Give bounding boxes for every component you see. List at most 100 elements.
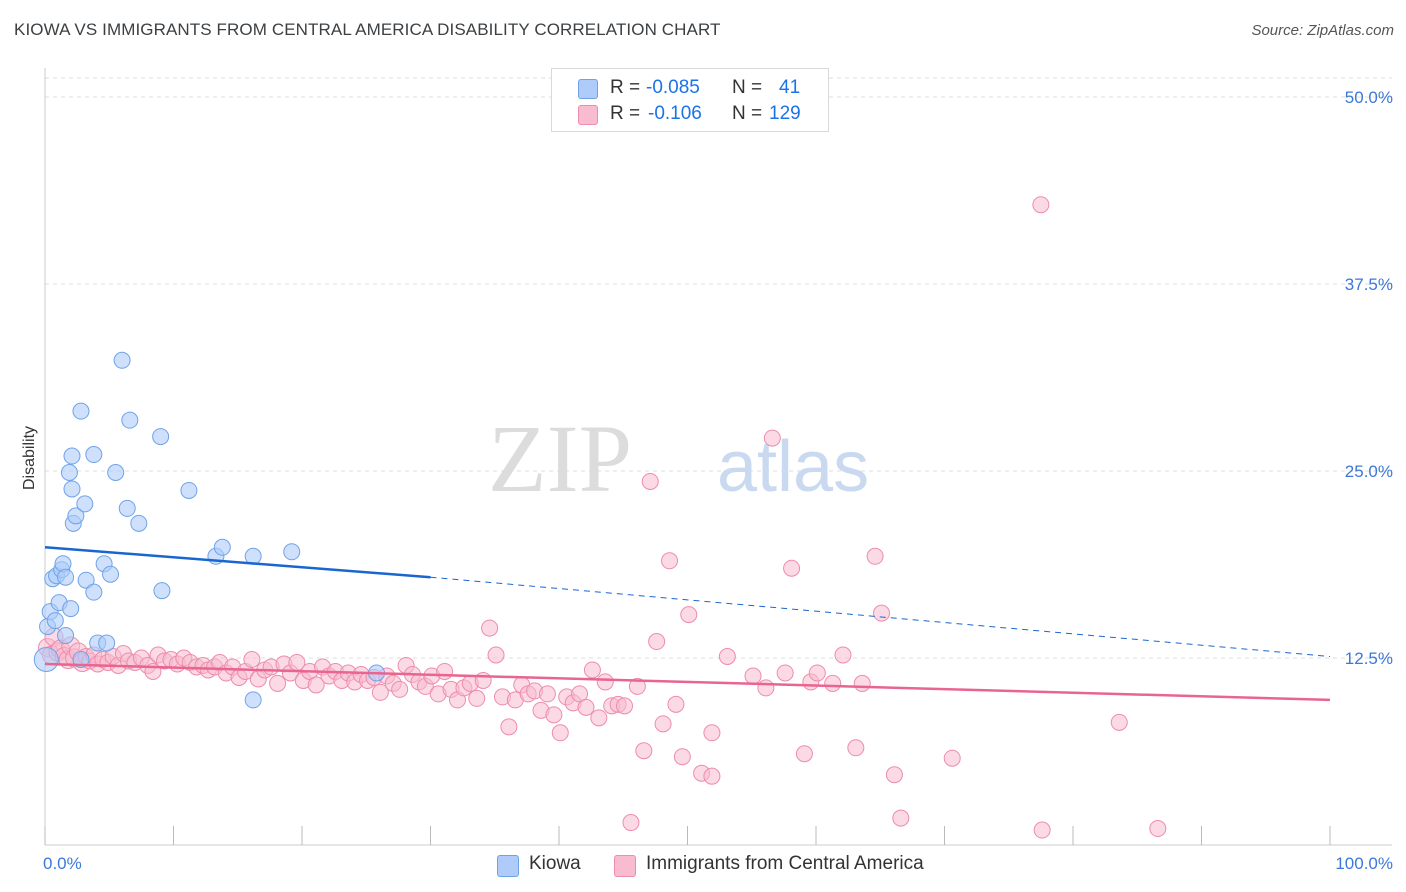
central-america-point bbox=[776, 664, 794, 682]
legend-row-central-america: R = -0.106 N = 129 bbox=[552, 101, 828, 127]
x-tick-label-start: 0.0% bbox=[43, 854, 82, 873]
kiowa-point bbox=[77, 571, 95, 589]
central-america-point bbox=[834, 646, 852, 664]
central-america-point bbox=[808, 664, 826, 682]
central-america-point bbox=[243, 650, 261, 668]
central-america-point bbox=[590, 709, 608, 727]
source-label: Source: ZipAtlas.com bbox=[1251, 22, 1394, 39]
central-america-point bbox=[763, 429, 781, 447]
kiowa-point bbox=[63, 480, 81, 498]
kiowa-legend-label: Kiowa bbox=[529, 853, 581, 874]
central-america-point bbox=[718, 648, 736, 666]
kiowa-point bbox=[63, 447, 81, 465]
trend-lines bbox=[44, 546, 1331, 702]
kiowa-point bbox=[113, 351, 131, 369]
kiowa-point bbox=[72, 402, 90, 420]
kiowa-point bbox=[72, 650, 90, 668]
central-america-point bbox=[269, 674, 287, 692]
series-legend: Kiowa Immigrants from Central America bbox=[0, 852, 1406, 878]
central-america-point bbox=[538, 685, 556, 703]
central-america-point bbox=[703, 767, 721, 785]
central-america-legend-label: Immigrants from Central America bbox=[646, 853, 924, 874]
central-america-point bbox=[744, 667, 762, 685]
watermark: ZIP atlas bbox=[488, 405, 869, 512]
watermark-zip: ZIP bbox=[488, 405, 632, 512]
kiowa-point bbox=[85, 583, 103, 601]
kiowa-point bbox=[102, 565, 120, 583]
central-america-point bbox=[680, 606, 698, 624]
central-america-point bbox=[307, 676, 325, 694]
legend-row-kiowa: R = -0.085 N = 41 bbox=[552, 75, 828, 101]
central-america-legend-swatch bbox=[614, 855, 636, 877]
kiowa-trend-line-extrapolated bbox=[430, 576, 1331, 658]
y-tick-label: 50.0% bbox=[1345, 88, 1393, 107]
kiowa-r-label: R = bbox=[610, 77, 641, 98]
y-tick-label: 37.5% bbox=[1345, 275, 1393, 294]
kiowa-n-value: 41 bbox=[779, 77, 801, 98]
kiowa-point bbox=[98, 634, 116, 652]
central-america-point bbox=[596, 673, 614, 691]
kiowa-point bbox=[85, 446, 103, 464]
ca-n-value: 129 bbox=[769, 103, 801, 124]
central-america-point bbox=[577, 698, 595, 716]
y-tick-label: 12.5% bbox=[1345, 649, 1393, 668]
central-america-point bbox=[391, 680, 409, 698]
ca-r-label: R = bbox=[610, 103, 641, 124]
kiowa-point bbox=[213, 538, 231, 556]
central-america-point bbox=[468, 689, 486, 707]
kiowa-r-value: -0.085 bbox=[646, 77, 700, 98]
ca-n-label: N = bbox=[732, 103, 763, 124]
axis-labels: 12.5% 25.0% 37.5% 50.0% 0.0% 100.0% Disability bbox=[21, 88, 1393, 873]
central-america-point bbox=[436, 662, 454, 680]
kiowa-point bbox=[46, 612, 64, 630]
kiowa-point bbox=[130, 514, 148, 532]
chart-title: KIOWA VS IMMIGRANTS FROM CENTRAL AMERICA… bbox=[14, 20, 721, 39]
central-america-point bbox=[654, 715, 672, 733]
kiowa-point bbox=[57, 568, 75, 586]
central-america-point bbox=[1032, 196, 1050, 214]
central-america-point bbox=[487, 646, 505, 664]
central-america-point bbox=[545, 706, 563, 724]
central-america-point bbox=[795, 745, 813, 763]
kiowa-point bbox=[107, 463, 125, 481]
central-america-point bbox=[853, 674, 871, 692]
central-america-point bbox=[628, 677, 646, 695]
central-america-points bbox=[38, 196, 1167, 839]
central-america-point bbox=[783, 559, 801, 577]
central-america-point bbox=[892, 809, 910, 827]
central-america-point bbox=[667, 695, 685, 713]
kiowa-point bbox=[153, 582, 171, 600]
central-america-trend-line bbox=[44, 662, 1331, 702]
kiowa-point bbox=[33, 646, 59, 672]
central-america-point bbox=[847, 739, 865, 757]
central-america-point bbox=[641, 472, 659, 490]
central-america-point bbox=[885, 766, 903, 784]
kiowa-point bbox=[180, 481, 198, 499]
kiowa-n-label: N = bbox=[732, 77, 763, 98]
ca-r-value: -0.106 bbox=[648, 103, 702, 124]
central-america-swatch bbox=[578, 105, 598, 125]
central-america-point bbox=[661, 552, 679, 570]
y-tick-label: 25.0% bbox=[1345, 462, 1393, 481]
central-america-point bbox=[616, 697, 634, 715]
kiowa-trend-line bbox=[44, 546, 431, 579]
axes bbox=[44, 68, 1392, 846]
central-america-point bbox=[866, 547, 884, 565]
x-tick-label-end: 100.0% bbox=[1335, 854, 1393, 873]
kiowa-legend-swatch bbox=[497, 855, 519, 877]
kiowa-point bbox=[67, 507, 85, 525]
kiowa-point bbox=[152, 428, 170, 446]
central-america-point bbox=[943, 749, 961, 767]
kiowa-point bbox=[76, 495, 94, 513]
kiowa-point bbox=[57, 627, 75, 645]
central-america-point bbox=[1149, 820, 1167, 838]
central-america-point bbox=[551, 724, 569, 742]
central-america-point bbox=[673, 748, 691, 766]
central-america-point bbox=[622, 814, 640, 832]
central-america-point bbox=[873, 604, 891, 622]
correlation-legend: R = -0.085 N = 41 R = -0.106 N = 129 bbox=[551, 68, 829, 132]
watermark-atlas: atlas bbox=[717, 427, 869, 507]
central-america-point bbox=[703, 724, 721, 742]
central-america-point bbox=[1033, 821, 1051, 839]
central-america-point bbox=[757, 679, 775, 697]
